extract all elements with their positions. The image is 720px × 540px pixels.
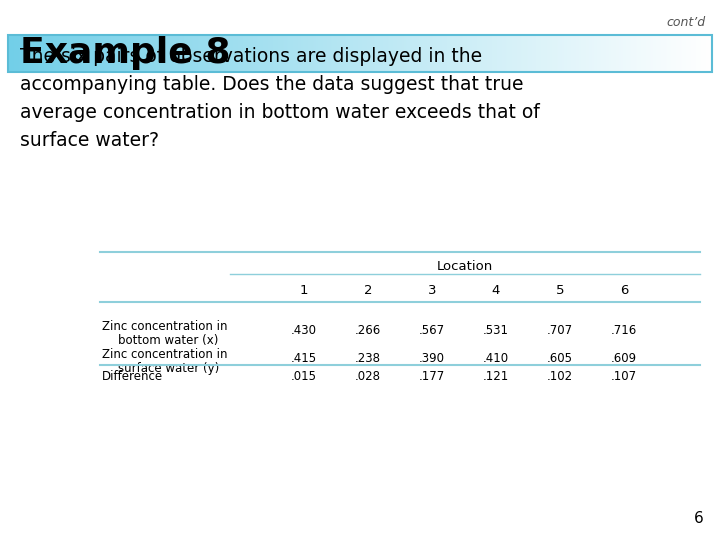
Text: .390: .390 bbox=[419, 353, 445, 366]
Text: Example 8: Example 8 bbox=[20, 37, 230, 71]
Text: .716: .716 bbox=[611, 323, 637, 336]
Text: Difference: Difference bbox=[102, 370, 163, 383]
Text: .415: .415 bbox=[291, 353, 317, 366]
Text: bottom water (x): bottom water (x) bbox=[118, 334, 218, 347]
Text: .567: .567 bbox=[419, 323, 445, 336]
Text: .266: .266 bbox=[355, 323, 381, 336]
Text: .028: .028 bbox=[355, 370, 381, 383]
Text: .121: .121 bbox=[483, 370, 509, 383]
Text: .609: .609 bbox=[611, 353, 637, 366]
Text: Location: Location bbox=[437, 260, 493, 273]
Text: 6: 6 bbox=[620, 284, 628, 296]
Text: .177: .177 bbox=[419, 370, 445, 383]
Text: Zinc concentration in: Zinc concentration in bbox=[102, 348, 228, 361]
Text: surface water (y): surface water (y) bbox=[118, 362, 220, 375]
Text: .102: .102 bbox=[547, 370, 573, 383]
Text: 3: 3 bbox=[428, 284, 436, 296]
Text: 2: 2 bbox=[364, 284, 372, 296]
Text: .531: .531 bbox=[483, 323, 509, 336]
Text: cont’d: cont’d bbox=[667, 16, 706, 29]
Text: The six pairs of observations are displayed in the
accompanying table. Does the : The six pairs of observations are displa… bbox=[20, 47, 540, 150]
Text: .015: .015 bbox=[291, 370, 317, 383]
Text: 6: 6 bbox=[694, 511, 704, 526]
Text: .107: .107 bbox=[611, 370, 637, 383]
Text: .605: .605 bbox=[547, 353, 573, 366]
Text: .238: .238 bbox=[355, 353, 381, 366]
Text: .707: .707 bbox=[547, 323, 573, 336]
Text: Zinc concentration in: Zinc concentration in bbox=[102, 320, 228, 333]
Text: 5: 5 bbox=[556, 284, 564, 296]
Text: 4: 4 bbox=[492, 284, 500, 296]
Text: .430: .430 bbox=[291, 323, 317, 336]
Text: .410: .410 bbox=[483, 353, 509, 366]
Text: 1: 1 bbox=[300, 284, 308, 296]
Bar bbox=[8, 35, 712, 72]
